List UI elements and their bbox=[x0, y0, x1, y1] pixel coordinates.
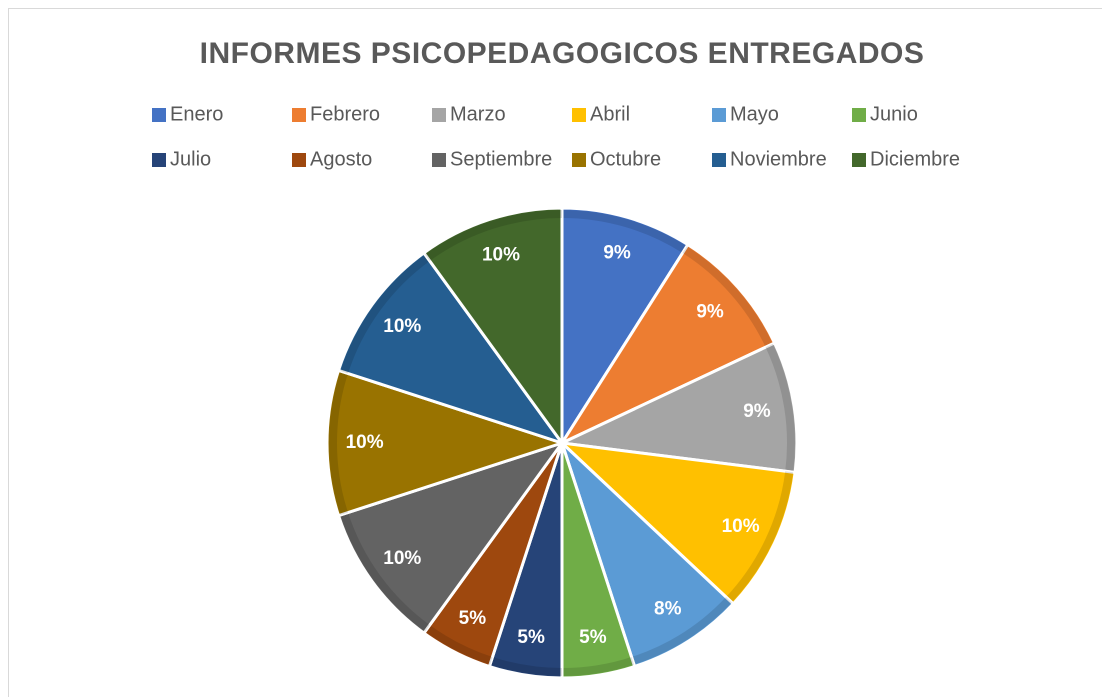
pie-slice bbox=[421, 206, 564, 448]
legend-swatch bbox=[572, 108, 586, 122]
legend-label: Febrero bbox=[310, 103, 380, 125]
data-label: 5% bbox=[517, 627, 545, 648]
pie-slice bbox=[560, 441, 736, 669]
slice-edge bbox=[340, 512, 430, 632]
legend-label: Julio bbox=[170, 148, 211, 170]
legend-label: Diciembre bbox=[870, 148, 960, 170]
legend-swatch bbox=[152, 108, 166, 122]
legend-swatch bbox=[712, 153, 726, 167]
data-label: 9% bbox=[603, 242, 631, 263]
legend-swatch bbox=[292, 108, 306, 122]
data-label: 9% bbox=[743, 401, 771, 422]
legend-label: Junio bbox=[870, 103, 918, 125]
slice-edge bbox=[561, 210, 687, 254]
data-label: 10% bbox=[482, 244, 520, 265]
legend-swatch bbox=[292, 153, 306, 167]
slice-edge bbox=[425, 210, 563, 261]
data-label: 10% bbox=[722, 516, 760, 537]
pie-slice bbox=[557, 440, 797, 606]
pie-slice bbox=[560, 206, 690, 449]
slice-edge bbox=[561, 656, 635, 676]
legend-swatch bbox=[432, 108, 446, 122]
pie-slice bbox=[325, 368, 567, 518]
slice-edge bbox=[765, 343, 795, 473]
slice-edge bbox=[425, 625, 493, 665]
legend-swatch bbox=[152, 153, 166, 167]
legend-label: Noviembre bbox=[730, 148, 827, 170]
legend-label: Marzo bbox=[450, 103, 506, 125]
legend-label: Octubre bbox=[590, 148, 661, 170]
legend-label: Mayo bbox=[730, 103, 779, 125]
pie-slice bbox=[557, 242, 777, 447]
pie-slice bbox=[336, 440, 566, 636]
pie-slice bbox=[336, 250, 566, 446]
legend-swatch bbox=[572, 153, 586, 167]
data-label: 5% bbox=[459, 608, 487, 629]
data-label: 8% bbox=[654, 599, 682, 620]
data-label: 5% bbox=[579, 627, 607, 648]
data-label: 10% bbox=[383, 316, 421, 337]
legend-label: Abril bbox=[590, 103, 630, 125]
legend-label: Septiembre bbox=[450, 148, 552, 170]
legend-swatch bbox=[852, 108, 866, 122]
legend-swatch bbox=[712, 108, 726, 122]
chart-title: INFORMES PSICOPEDAGOGICOS ENTREGADOS bbox=[200, 37, 925, 70]
data-label: 10% bbox=[346, 432, 384, 453]
slice-edge bbox=[489, 656, 563, 676]
pie-slice bbox=[556, 340, 799, 475]
data-label: 10% bbox=[383, 548, 421, 569]
legend-label: Agosto bbox=[310, 148, 372, 170]
legend-swatch bbox=[852, 153, 866, 167]
legend-swatch bbox=[432, 153, 446, 167]
slice-edge bbox=[340, 254, 430, 374]
slice-edge bbox=[329, 371, 349, 515]
legend-label: Enero bbox=[170, 103, 223, 125]
data-label: 9% bbox=[696, 301, 724, 322]
slice-edge bbox=[682, 246, 773, 348]
slice-edge bbox=[726, 471, 794, 603]
slice-edge bbox=[631, 597, 732, 665]
